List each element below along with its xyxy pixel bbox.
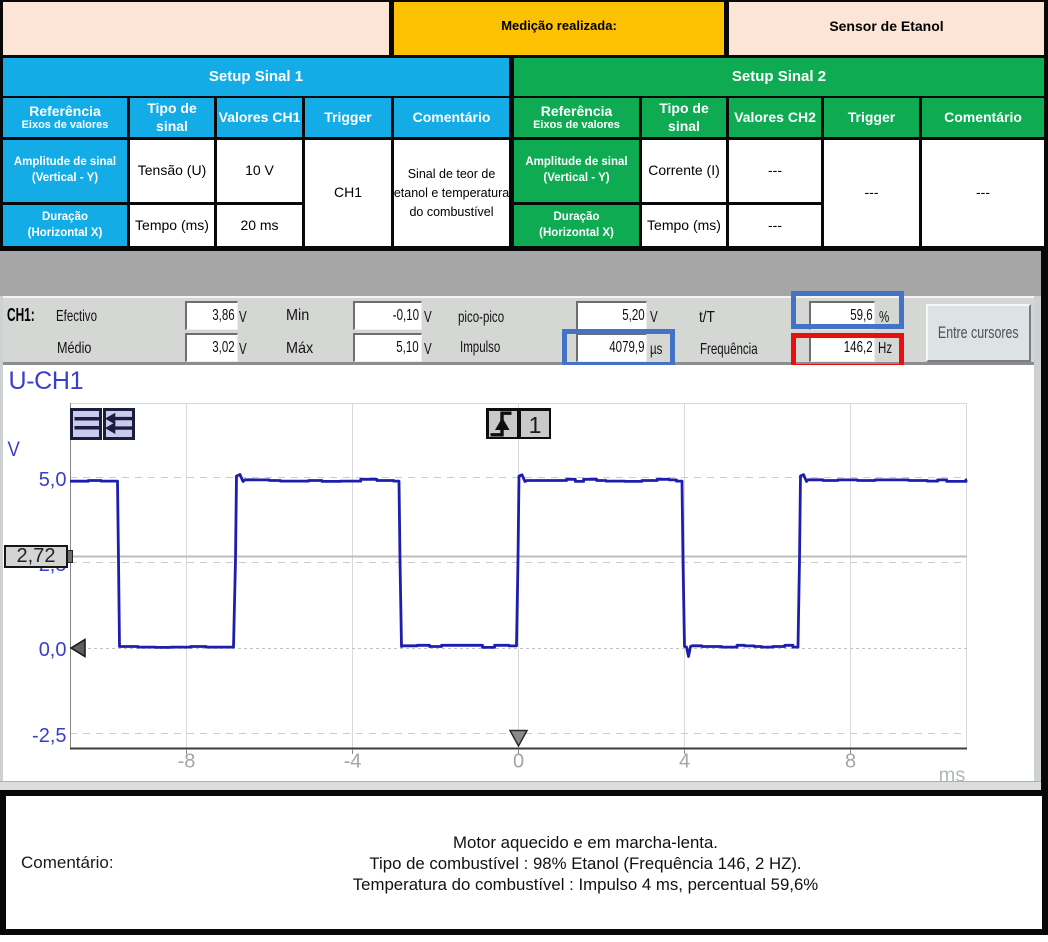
svg-text:V: V <box>8 438 21 461</box>
svg-text:-2,5: -2,5 <box>32 725 66 747</box>
svg-text:5,0: 5,0 <box>39 469 67 491</box>
svg-text:-8: -8 <box>178 751 196 773</box>
svg-text:ms: ms <box>939 765 966 787</box>
svg-text:1: 1 <box>529 412 542 438</box>
svg-text:-4: -4 <box>344 751 362 773</box>
svg-text:U-CH1: U-CH1 <box>9 367 84 395</box>
svg-text:0: 0 <box>513 751 524 773</box>
svg-text:4: 4 <box>679 751 690 773</box>
svg-text:0,0: 0,0 <box>39 639 67 661</box>
svg-text:8: 8 <box>845 751 856 773</box>
